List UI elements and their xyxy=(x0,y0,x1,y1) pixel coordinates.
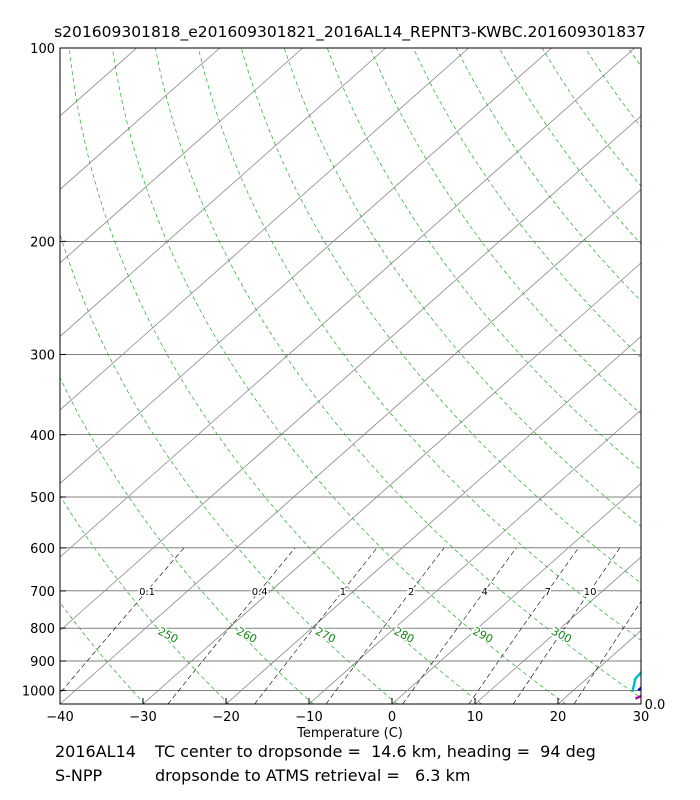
isotherm xyxy=(0,48,54,704)
temperature-dropsonde-line xyxy=(652,48,700,690)
isotherm xyxy=(60,48,386,337)
dry-adiabat xyxy=(498,48,641,245)
dewpoint-dropsonde-line xyxy=(637,686,641,692)
isotherm xyxy=(60,188,641,704)
mixing-ratio-label: 2 xyxy=(408,587,414,598)
isotherm xyxy=(391,482,641,704)
mixing-ratio-label: 16 xyxy=(642,587,655,598)
y-tick-label: 100 xyxy=(30,42,55,57)
x-tick-label: −10 xyxy=(295,710,322,725)
y-tick-label: 900 xyxy=(30,655,55,670)
tc-distance-text: TC center to dropsonde = 14.6 km, headin… xyxy=(155,742,596,761)
mixing-ratio-label: 1 xyxy=(340,587,346,598)
theta-label: 280 xyxy=(392,625,417,646)
y-tick-label: 600 xyxy=(30,542,55,557)
dry-adiabat xyxy=(283,48,641,527)
mixing-ratio-label: 0.4 xyxy=(252,587,268,598)
x-axis-label: Temperature (C) xyxy=(296,726,403,740)
x-tick-label: 30 xyxy=(633,710,650,725)
mixing-ratio-line xyxy=(167,547,296,704)
mixing-ratio-line xyxy=(512,547,621,704)
y-tick-label: 1000 xyxy=(22,684,55,699)
dry-adiabat xyxy=(584,48,641,128)
isotherm xyxy=(308,409,641,704)
dry-adiabat xyxy=(326,48,641,471)
x-tick-label: 20 xyxy=(550,710,567,725)
retrieval-distance-text: dropsonde to ATMS retrieval = 6.3 km xyxy=(155,766,471,785)
theta-label: 270 xyxy=(313,625,338,646)
x-tick-label: 0 xyxy=(388,710,396,725)
isotherm xyxy=(60,115,641,632)
y-tick-label: 300 xyxy=(30,348,55,363)
y-tick-label: 700 xyxy=(30,585,55,600)
chart-title: s201609301818_e201609301821_2016AL14_REP… xyxy=(54,23,646,42)
mixing-ratio-label: 7 xyxy=(545,587,551,598)
mixing-ratio-line xyxy=(60,547,185,694)
isotherm xyxy=(60,48,303,264)
mixing-ratio-line xyxy=(402,547,517,704)
storm-id: 2016AL14 xyxy=(55,742,136,761)
isotherm xyxy=(60,48,469,411)
mixing-ratio-label: 4 xyxy=(481,587,487,598)
dry-adiabat xyxy=(154,48,641,699)
dry-adiabat xyxy=(455,48,641,302)
dry-adiabat xyxy=(627,48,641,67)
dry-adiabat xyxy=(197,48,641,641)
x-tick-label: −30 xyxy=(129,710,156,725)
mixing-ratio-line xyxy=(573,600,641,704)
isotherm xyxy=(60,48,552,485)
isotherm xyxy=(60,48,635,558)
mixing-ratio-label: 10 xyxy=(584,587,597,598)
dry-adiabat xyxy=(671,48,700,704)
mixing-ratio-line xyxy=(254,547,378,704)
temperature-atms-retrieval-line xyxy=(634,694,641,700)
y-tick-label: 800 xyxy=(30,622,55,637)
dry-adiabat xyxy=(240,48,641,584)
dry-adiabat xyxy=(412,48,641,359)
isotherm xyxy=(640,703,641,704)
dry-adiabat xyxy=(60,376,314,704)
dry-adiabat xyxy=(60,233,398,704)
dry-adiabat xyxy=(68,48,482,704)
axis-ticks: −40 −30 −20 −10 0 10 20 30 100 200 300 400 500 600 700… xyxy=(22,42,665,725)
isotherm xyxy=(60,48,137,117)
theta-label: 250 xyxy=(156,625,181,646)
y-tick-label: 400 xyxy=(30,429,55,444)
isotherm xyxy=(142,262,641,704)
x-tick-label: 10 xyxy=(467,710,484,725)
corner-label: 0.0 xyxy=(645,698,666,713)
x-tick-label: −40 xyxy=(46,710,73,725)
isotherm xyxy=(60,48,220,190)
satellite-id: S-NPP xyxy=(55,766,103,785)
dry-adiabat xyxy=(111,48,566,704)
grid-layer: 81216202428320.10.4124710162502602702802… xyxy=(0,48,700,704)
mixing-ratio-line xyxy=(325,547,445,704)
dewpoint-atms-retrieval-line xyxy=(631,670,641,693)
caption-line-1: 2016AL14 TC center to dropsonde = 14.6 km… xyxy=(55,742,596,761)
y-tick-label: 200 xyxy=(30,235,55,250)
series-layer xyxy=(631,48,700,700)
mixing-ratio-label: 0.1 xyxy=(139,587,155,598)
isotherm xyxy=(557,629,641,704)
theta-label: 300 xyxy=(549,625,574,646)
theta-label: 290 xyxy=(470,625,495,646)
dry-adiabat xyxy=(60,601,146,704)
plot-frame xyxy=(59,47,642,705)
dry-adiabat xyxy=(541,48,641,187)
dry-adiabat xyxy=(60,702,61,704)
skewt-chart: s201609301818_e201609301821_2016AL14_REP… xyxy=(0,23,700,740)
y-tick-label: 500 xyxy=(30,491,55,506)
isotherm xyxy=(474,556,641,704)
isotherm xyxy=(225,335,641,704)
mixing-ratio-line xyxy=(468,547,579,704)
caption-line-2: S-NPP dropsonde to ATMS retrieval = 6.3 k… xyxy=(55,766,470,785)
x-tick-label: −20 xyxy=(212,710,239,725)
dry-adiabat xyxy=(60,495,230,704)
theta-label: 260 xyxy=(234,625,259,646)
